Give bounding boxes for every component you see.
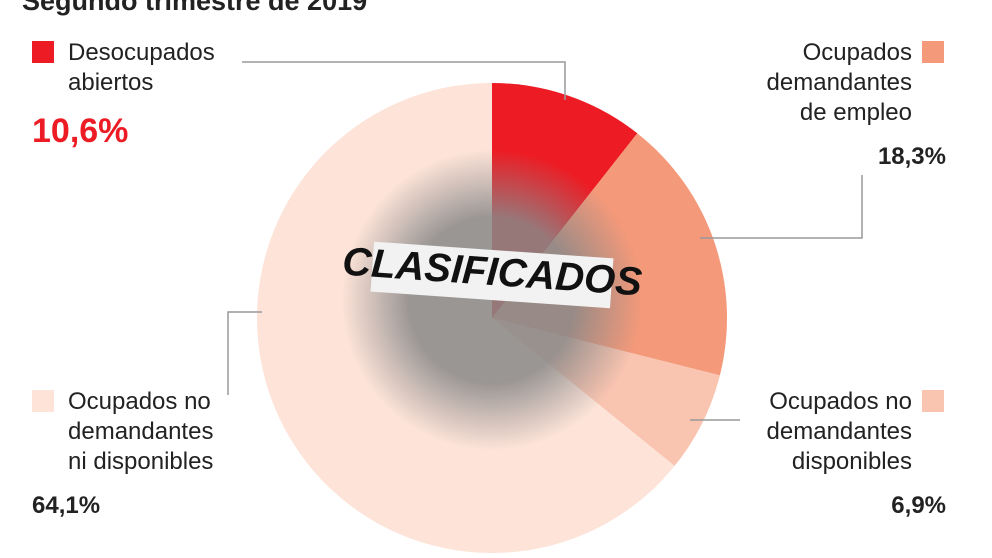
- legend-label: Desocupados abiertos: [68, 39, 215, 96]
- legend-swatch: [922, 390, 944, 412]
- leader-lines: [227, 61, 863, 421]
- data-label: 10,6%: [32, 112, 129, 150]
- data-label: 18,3%: [877, 143, 946, 170]
- leader-line: [700, 175, 863, 239]
- legend-entry: Ocupados no demandantes ni disponibles 64…: [32, 387, 248, 521]
- legend-entry: Ocupados demandantes de empleo 18,3%: [732, 38, 946, 172]
- legend-swatch: [922, 41, 944, 63]
- leader-line: [242, 61, 566, 100]
- chart-title: Segundo trimestre de 2019: [22, 0, 368, 16]
- newspaper-banner: [370, 241, 614, 309]
- data-label: 6,9%: [891, 492, 946, 519]
- legend-swatch: [32, 390, 54, 412]
- legend-label: Ocupados no demandantes disponibles: [766, 388, 912, 475]
- legend-swatch: [32, 41, 54, 63]
- legend-entry: Ocupados no demandantes disponibles 6,9%: [732, 387, 946, 521]
- data-label: 64,1%: [32, 492, 101, 519]
- legend-label: Ocupados no demandantes ni disponibles: [68, 388, 214, 475]
- legend-label: Ocupados demandantes de empleo: [766, 39, 912, 126]
- leader-line: [227, 311, 262, 395]
- legend-entry: Desocupados abiertos 10,6%: [32, 38, 248, 148]
